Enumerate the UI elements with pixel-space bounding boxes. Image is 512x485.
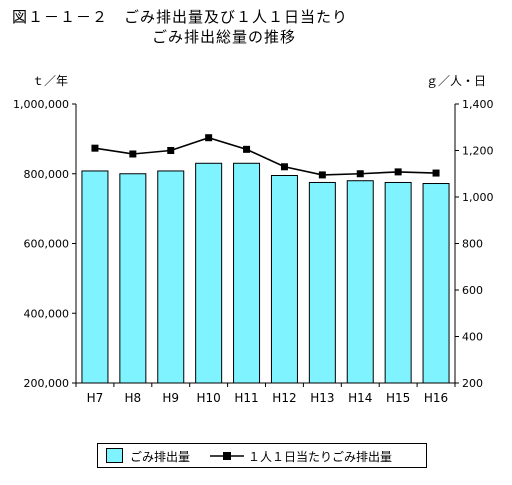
line-point xyxy=(318,171,326,179)
x-tick-label: H10 xyxy=(197,391,221,405)
line-point xyxy=(432,169,440,177)
chart-title-line2: ごみ排出総量の推移 xyxy=(152,28,297,46)
chart-title-line1: 図１－１－２ ごみ排出量及び１人１日当たり xyxy=(12,8,349,26)
right-tick-label: 1,000 xyxy=(462,191,494,204)
right-tick-label: 1,200 xyxy=(462,145,494,158)
right-tick-label: 800 xyxy=(462,238,483,251)
x-tick-label: H14 xyxy=(348,391,372,405)
left-tick-label: 200,000 xyxy=(24,377,70,390)
bar xyxy=(233,162,261,384)
legend-bar-label: ごみ排出量 xyxy=(130,450,191,464)
x-tick-label: H16 xyxy=(424,391,448,405)
x-tick-label: H11 xyxy=(234,391,258,405)
line-point xyxy=(205,134,213,142)
right-tick-label: 1,400 xyxy=(462,98,494,111)
bar xyxy=(346,180,374,384)
bar xyxy=(270,174,298,384)
right-axis-unit: ｇ／人・日 xyxy=(426,74,487,88)
left-axis-unit: ｔ／年 xyxy=(32,74,69,88)
left-tick-label: 600,000 xyxy=(24,238,70,251)
bar xyxy=(81,170,109,384)
x-tick-label: H9 xyxy=(162,391,179,405)
x-tick-label: H15 xyxy=(386,391,410,405)
bar xyxy=(422,183,450,384)
legend-line-label: １人１日当たりごみ排出量 xyxy=(248,450,393,464)
line-point xyxy=(167,147,175,154)
chart-area: 200,000 400,000 600,000 800,000 1,000,000 200… xyxy=(13,98,494,405)
left-tick-label: 1,000,000 xyxy=(13,98,69,111)
x-tick-label: H7 xyxy=(87,391,104,405)
x-tick-label: H12 xyxy=(272,391,296,405)
bar xyxy=(157,170,185,384)
right-tick-label: 400 xyxy=(462,331,483,344)
chart-legend: ごみ排出量 １人１日当たりごみ排出量 xyxy=(97,443,427,468)
legend-line-marker xyxy=(210,452,244,460)
line-point xyxy=(356,170,364,178)
left-tick-label: 800,000 xyxy=(24,168,70,181)
bar xyxy=(119,173,147,384)
legend-bar-swatch xyxy=(106,448,123,463)
line-point xyxy=(91,144,99,152)
bar xyxy=(384,181,412,384)
per-capita-line xyxy=(94,136,437,176)
line-point xyxy=(280,163,288,171)
left-tick-label: 400,000 xyxy=(24,307,70,320)
right-tick-label: 600 xyxy=(462,284,483,297)
bar xyxy=(308,181,336,384)
x-tick-label: H8 xyxy=(125,391,142,405)
line-point xyxy=(129,150,137,158)
line-point xyxy=(394,168,402,176)
right-tick-label: 200 xyxy=(462,377,483,390)
bar xyxy=(195,162,223,384)
line-point xyxy=(243,145,251,153)
x-tick-label: H13 xyxy=(310,391,334,405)
